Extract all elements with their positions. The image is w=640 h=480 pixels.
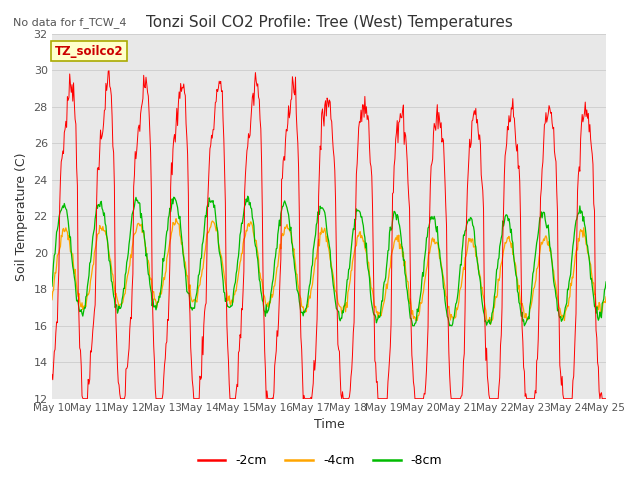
- Legend: -2cm, -4cm, -8cm: -2cm, -4cm, -8cm: [191, 448, 449, 474]
- Text: No data for f_TCW_4: No data for f_TCW_4: [13, 17, 126, 28]
- X-axis label: Time: Time: [314, 419, 344, 432]
- Title: Tonzi Soil CO2 Profile: Tree (West) Temperatures: Tonzi Soil CO2 Profile: Tree (West) Temp…: [145, 15, 513, 30]
- Text: TZ_soilco2: TZ_soilco2: [55, 45, 124, 58]
- Y-axis label: Soil Temperature (C): Soil Temperature (C): [15, 152, 28, 281]
